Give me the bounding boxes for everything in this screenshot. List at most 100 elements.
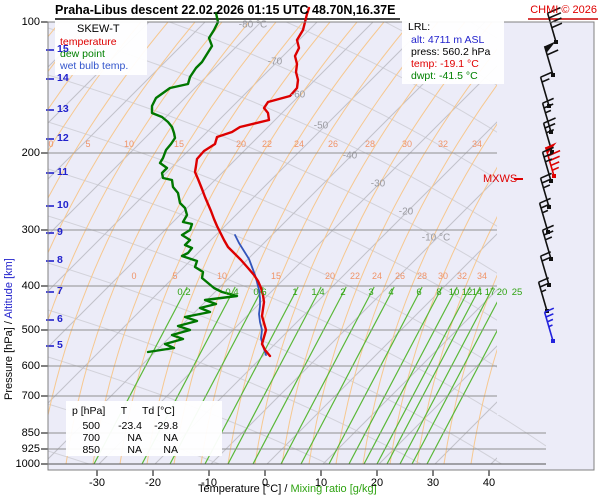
altitude-tick-label: 15 <box>57 43 69 55</box>
table-header-pressure: p [hPa] <box>72 405 106 417</box>
x-axis-title-temperature: Temperature [°C] <box>198 483 282 495</box>
adiabat-label-400: 10 <box>216 271 228 282</box>
adiabat-label-400: 22 <box>349 271 361 282</box>
altitude-tick-label: 12 <box>57 132 69 144</box>
table-cell-pressure: 850 <box>82 444 100 456</box>
pressure-tick-label: 600 <box>21 360 40 372</box>
legend-item-temperature: temperature <box>60 36 117 48</box>
isotherm-label: -50 <box>313 120 329 132</box>
temperature-tick-label: -20 <box>145 477 161 489</box>
x-axis-title-mixing: Mixing ratio [g/kg] <box>290 483 377 495</box>
mixing-ratio-label: 10 <box>448 286 460 298</box>
mixing-ratio-label: 0.2 <box>177 286 191 298</box>
table-cell-temp: -23.4 <box>118 420 142 432</box>
adiabat-label-400: 26 <box>394 271 406 282</box>
mixing-ratio-label: 17 <box>484 286 496 298</box>
isotherm-label: -70 <box>267 56 283 68</box>
adiabat-label-200: 32 <box>437 139 449 150</box>
table-cell-temp: NA <box>127 444 142 456</box>
lrl-alt: alt: 4711 m ASL <box>411 34 485 46</box>
temperature-tick-label: 40 <box>482 477 496 489</box>
dew-point-curve <box>146 11 239 354</box>
adiabat-label-200: 26 <box>327 139 339 150</box>
pressure-tick-label: 500 <box>21 324 40 336</box>
adiabat-label-200: 34 <box>471 139 483 150</box>
isotherm-label: -40 <box>342 150 358 162</box>
plot-border <box>47 21 595 471</box>
adiabat-label-200: 30 <box>401 139 413 150</box>
legend-item-dew-point: dew point <box>60 48 105 60</box>
adiabat-label-400: 0 <box>131 271 137 282</box>
pressure-tick-label: 700 <box>21 390 40 402</box>
temperature-tick-label: 0 <box>261 477 269 489</box>
wind-barb-black-3 <box>541 97 554 134</box>
mixing-ratio-label: 0.6 <box>253 286 267 298</box>
adiabat-label-400: 5 <box>172 271 178 282</box>
pressure-tick-label: 850 <box>21 427 40 439</box>
isotherm-label: -10 °C <box>421 232 451 244</box>
pressure-tick-label: 300 <box>21 224 40 236</box>
mixing-ratio-label: 1.4 <box>311 286 325 298</box>
temperature-tick-label: 20 <box>370 477 384 489</box>
isotherm-label: -30 <box>370 178 386 190</box>
pressure-tick-label: 400 <box>21 280 40 292</box>
copyright-label: CHMI © 2026 <box>530 4 597 16</box>
wind-barb-black-6 <box>541 146 554 183</box>
mixing-ratio-label: 3 <box>368 286 374 298</box>
mixing-ratio-label: 4 <box>388 286 394 298</box>
altitude-tick-label: 7 <box>57 285 63 297</box>
adiabat-label-400: 20 <box>324 271 336 282</box>
lrl-press: press: 560.2 hPa <box>411 46 491 58</box>
isotherm-label: -20 <box>398 206 414 218</box>
lrl-heading: LRL: <box>408 21 431 33</box>
chart-title: Praha-Libus descent 22.02.2026 01:15 UTC… <box>55 3 396 17</box>
wind-barb-blue-12 <box>543 307 555 343</box>
table-header-temp: T <box>120 405 128 417</box>
wet-bulb-curve <box>234 234 267 356</box>
adiabat-label-400: 30 <box>437 271 449 282</box>
altitude-tick-label: 13 <box>57 103 69 115</box>
temperature-tick-label: -30 <box>89 477 105 489</box>
wind-barb-black-1 <box>543 41 559 77</box>
adiabat-label-400: 15 <box>270 271 282 282</box>
altitude-tick-label: 14 <box>57 72 69 84</box>
mixing-ratio-label: 12 <box>461 286 473 298</box>
table-cell-dewpoint: NA <box>163 432 178 444</box>
altitude-tick-marks <box>46 49 54 347</box>
altitude-tick-label: 5 <box>57 339 63 351</box>
pressure-tick-label: 1000 <box>15 458 40 470</box>
table-cell-pressure: 500 <box>82 420 100 432</box>
legend-box: SKEW-T temperature dew point wet bulb te… <box>55 21 147 75</box>
table-cell-pressure: 700 <box>82 432 100 444</box>
mixing-ratio-label: 1 <box>292 286 298 298</box>
legend-heading: SKEW-T <box>77 23 120 35</box>
adiabat-label-400: 32 <box>456 271 468 282</box>
pressure-tick-label: 925 <box>21 443 40 455</box>
temperature-curve <box>193 6 311 358</box>
temperature-tick-label: 10 <box>314 477 328 489</box>
table-cell-dewpoint: NA <box>163 444 178 456</box>
adiabat-label-400: 34 <box>476 271 488 282</box>
wind-barb-black-8 <box>538 197 551 234</box>
adiabat-label-400: 28 <box>416 271 428 282</box>
adiabat-label-200: 28 <box>364 139 376 150</box>
mixing-ratio-label: 8 <box>436 286 442 298</box>
table-header-dewpoint: Td [°C] <box>142 405 175 417</box>
x-axis-title: Temperature [°C] / Mixing ratio [g/kg] <box>198 483 377 495</box>
x-axis-title-sep: / <box>281 483 291 495</box>
table-cell-temp: NA <box>127 432 142 444</box>
altitude-tick-label: 6 <box>57 313 63 325</box>
adiabat-label-200: 20 <box>235 139 247 150</box>
isotherm-label: -80 °C <box>238 19 268 31</box>
pressure-tick-label: 100 <box>21 16 40 28</box>
adiabat-label-200: 15 <box>173 139 185 150</box>
dry-adiabat-lines <box>48 22 497 464</box>
mixing-ratio-label: 2 <box>340 286 346 298</box>
mixing-ratio-label: 0.4 <box>225 286 239 298</box>
altitude-tick-label: 10 <box>57 199 69 211</box>
legend-item-wet-bulb: wet bulb temp. <box>60 60 129 72</box>
wind-barb-black-7 <box>539 172 552 209</box>
mxws-label: MXWS <box>483 173 518 185</box>
temperature-tick-label: 30 <box>426 477 440 489</box>
